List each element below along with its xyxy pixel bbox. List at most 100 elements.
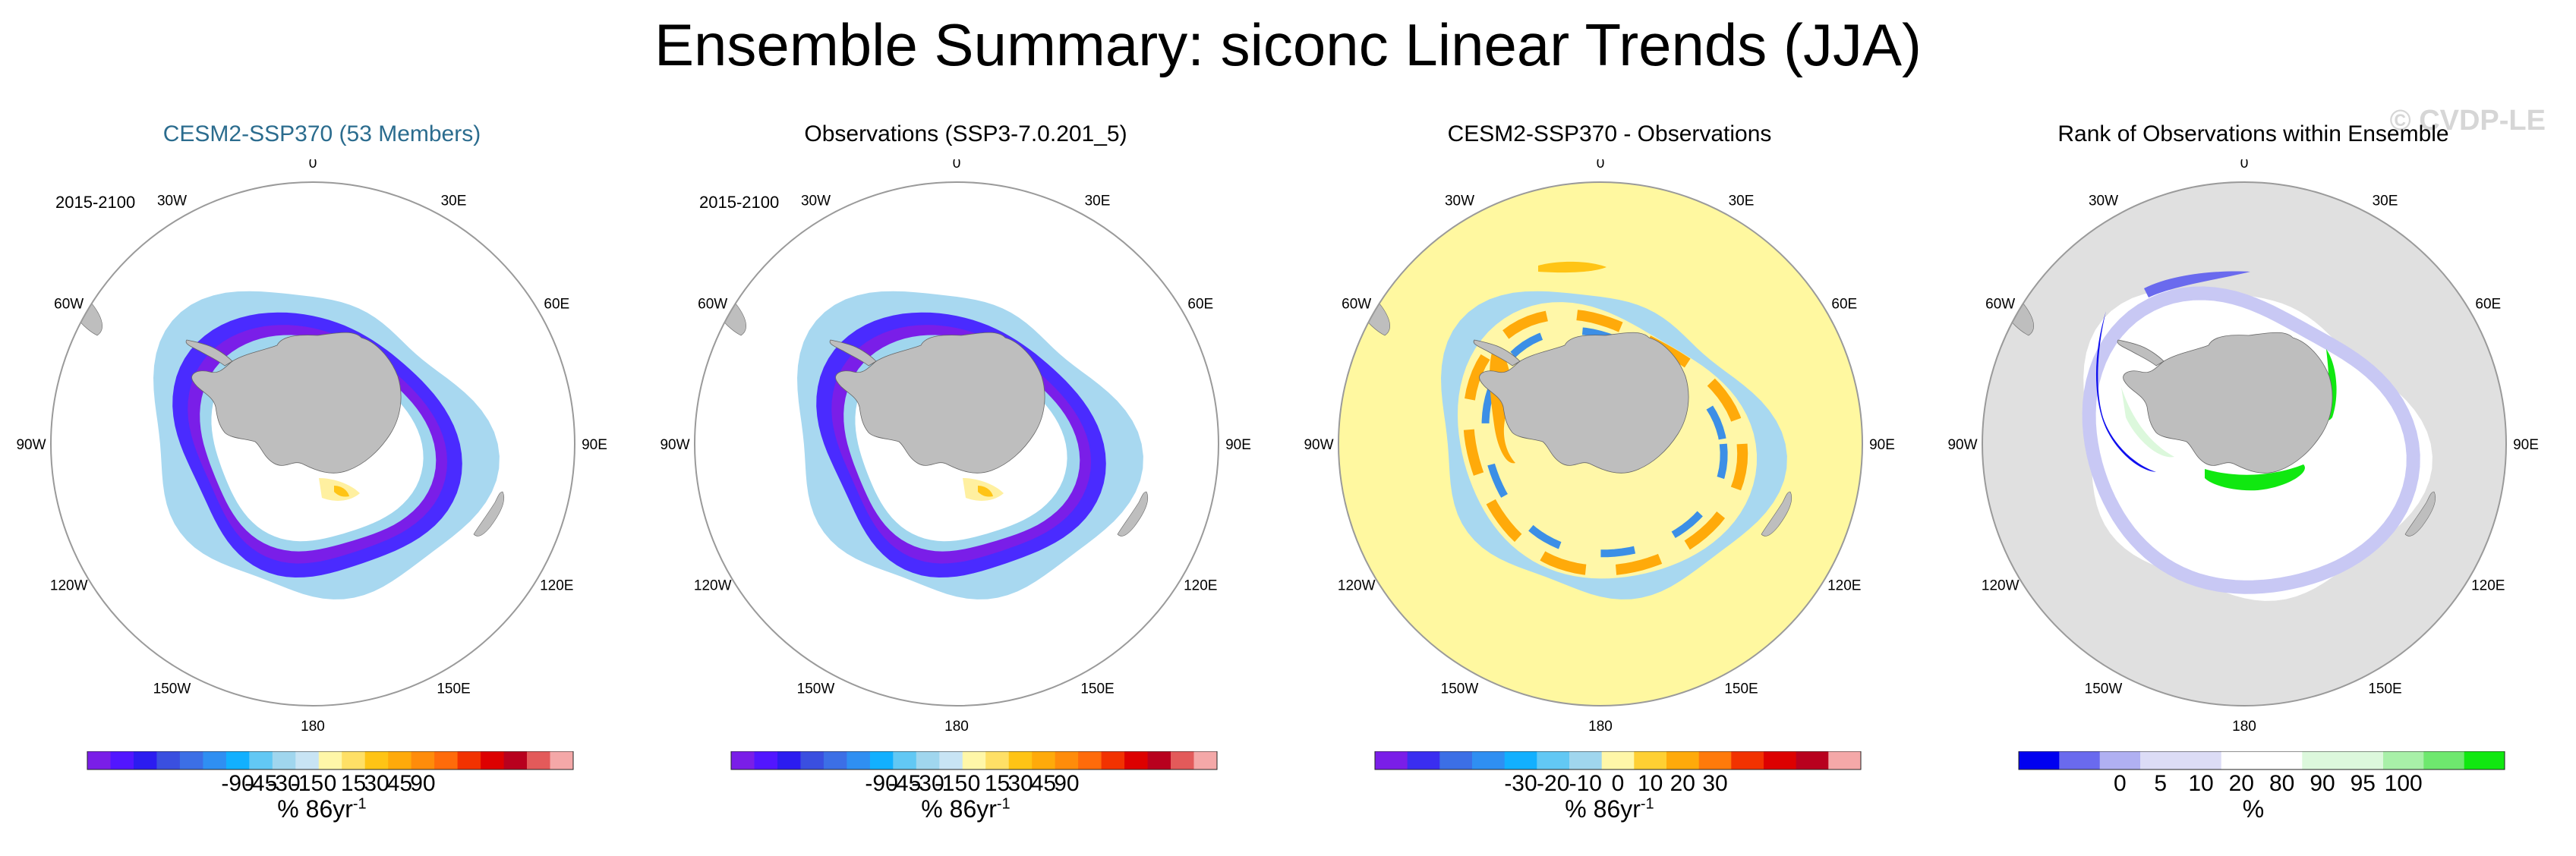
- colorbar-swatch: [203, 751, 227, 769]
- colorbar-swatch: [1472, 751, 1506, 769]
- colorbar-swatch: [87, 751, 111, 769]
- unit-exponent: -1: [352, 795, 367, 813]
- colorbar-swatch: [318, 751, 342, 769]
- colorbar-swatch: [985, 751, 1010, 769]
- colorbar-frame: [730, 751, 1218, 770]
- colorbar-swatch: [1569, 751, 1603, 769]
- map-boundary: [694, 181, 1219, 707]
- longitude-label: 30E: [441, 194, 467, 209]
- longitude-label: 120W: [1982, 578, 2019, 594]
- polar-map: 0 30E 60E 90E 120E 150E 180 150W 120W 90W 60W 30W: [1304, 159, 1895, 735]
- colorbar-swatch: [962, 751, 986, 769]
- colorbar-swatch: [179, 751, 203, 769]
- rank-mid-region: [2121, 387, 2174, 458]
- colorbar-tick-label: -30: [911, 771, 944, 796]
- colorbar-swatch: [1731, 751, 1764, 769]
- colorbar-tick-label: 45: [1031, 771, 1056, 796]
- colorbar-swatch: [1764, 751, 1797, 769]
- longitude-label: 60W: [698, 297, 727, 313]
- longitude-label: 0: [1597, 159, 1605, 172]
- longitude-label: 150E: [437, 681, 470, 697]
- colorbar-swatch: [457, 751, 481, 769]
- longitude-label: 30W: [1445, 194, 1474, 209]
- colorbar-tick-label: 20: [1670, 771, 1695, 796]
- rank-highest-region: [2205, 464, 2305, 491]
- antarctic-peninsula-land: [1473, 339, 1521, 367]
- colorbar-swatch: [2221, 751, 2262, 769]
- colorbar-tick-label: 0: [968, 771, 981, 796]
- longitude-label: 60E: [1831, 297, 1857, 313]
- longitude-label: 30E: [1085, 194, 1111, 209]
- map-boundary: [1982, 181, 2507, 707]
- colorbar-swatch: [1078, 751, 1102, 769]
- unit-text: % 86yr: [1565, 795, 1641, 823]
- colorbar-swatch: [411, 751, 435, 769]
- colorbar-tick-label: 95: [2351, 771, 2376, 796]
- colorbar-swatch: [1601, 751, 1635, 769]
- new-zealand-land: [1761, 491, 1792, 537]
- longitude-label: 150E: [1724, 681, 1758, 697]
- colorbar-swatch: [939, 751, 963, 769]
- longitude-label: 60W: [54, 297, 84, 313]
- longitude-label: 30E: [1729, 194, 1755, 209]
- longitude-label: 30W: [2089, 194, 2118, 209]
- colorbar-swatch: [295, 751, 320, 769]
- longitude-label: 0: [2240, 159, 2249, 172]
- new-zealand-land: [2404, 491, 2436, 537]
- new-zealand-land: [1117, 491, 1149, 537]
- longitude-label: 0: [953, 159, 961, 172]
- colorbar-frame: [87, 751, 574, 770]
- colorbar-swatch: [1101, 751, 1125, 769]
- longitude-label: 150W: [153, 681, 191, 697]
- unit-exponent: -1: [996, 795, 1011, 813]
- panel-title: CESM2-SSP370 - Observations: [1447, 121, 1772, 146]
- panel-title: Observations (SSP3-7.0.201_5): [804, 121, 1127, 146]
- longitude-label: 90E: [2513, 437, 2539, 453]
- colorbar-swatch: [754, 751, 778, 769]
- colorbar-tick-label: 5: [2154, 771, 2167, 796]
- colorbar-swatch: [1055, 751, 1079, 769]
- colorbar-swatch: [1193, 751, 1218, 769]
- colorbar-swatch: [1032, 751, 1056, 769]
- colorbar-swatch: [1504, 751, 1537, 769]
- colorbar-tick-label: 90: [2310, 771, 2335, 796]
- colorbar-tick-label: -45: [888, 771, 921, 796]
- longitude-label: 150E: [2368, 681, 2401, 697]
- figure-title: Ensemble Summary: siconc Linear Trends (…: [654, 11, 1922, 78]
- colorbar-swatch: [225, 751, 250, 769]
- longitude-label: 90E: [1869, 437, 1895, 453]
- colorbar-swatch: [2383, 751, 2424, 769]
- period-label: 2015-2100: [55, 193, 136, 212]
- panel-rank: Rank of Observations within Ensemble 0 30…: [1931, 114, 2575, 850]
- colorbar-swatch: [1634, 751, 1667, 769]
- longitude-label: 120E: [2471, 578, 2505, 594]
- colorbar-frame: [2018, 751, 2505, 770]
- colorbar-tick-label: 0: [1612, 771, 1625, 796]
- colorbar-tick-label: -15: [291, 771, 323, 796]
- rank-low-region-north: [2144, 271, 2250, 297]
- longitude-label: 120W: [694, 578, 732, 594]
- colorbar-tick-label: -15: [935, 771, 967, 796]
- longitude-label: 90E: [1225, 437, 1251, 453]
- unit-text: % 86yr: [277, 795, 353, 823]
- longitude-label: 90W: [1947, 437, 1977, 453]
- longitude-label: 60E: [1187, 297, 1213, 313]
- longitude-label: 90E: [582, 437, 607, 453]
- colorbar-swatch: [2262, 751, 2303, 769]
- colorbar-swatch: [2059, 751, 2101, 769]
- colorbar-frame: [1374, 751, 1862, 770]
- longitude-label: 120E: [1184, 578, 1217, 594]
- panel-title: Rank of Observations within Ensemble: [2057, 121, 2449, 146]
- longitude-label: 180: [301, 719, 325, 735]
- colorbar-swatch: [434, 751, 459, 769]
- longitude-label: 180: [1588, 719, 1613, 735]
- colorbar-swatch: [1124, 751, 1149, 769]
- colorbar-swatch: [1008, 751, 1033, 769]
- colorbar-swatch: [1171, 751, 1194, 769]
- unit-label: %: [1931, 795, 2575, 823]
- colorbar-tick-label: 15: [341, 771, 366, 796]
- panel-observations: Observations (SSP3-7.0.201_5) 2015-2100 …: [644, 114, 1288, 850]
- unit-text: %: [2242, 795, 2265, 823]
